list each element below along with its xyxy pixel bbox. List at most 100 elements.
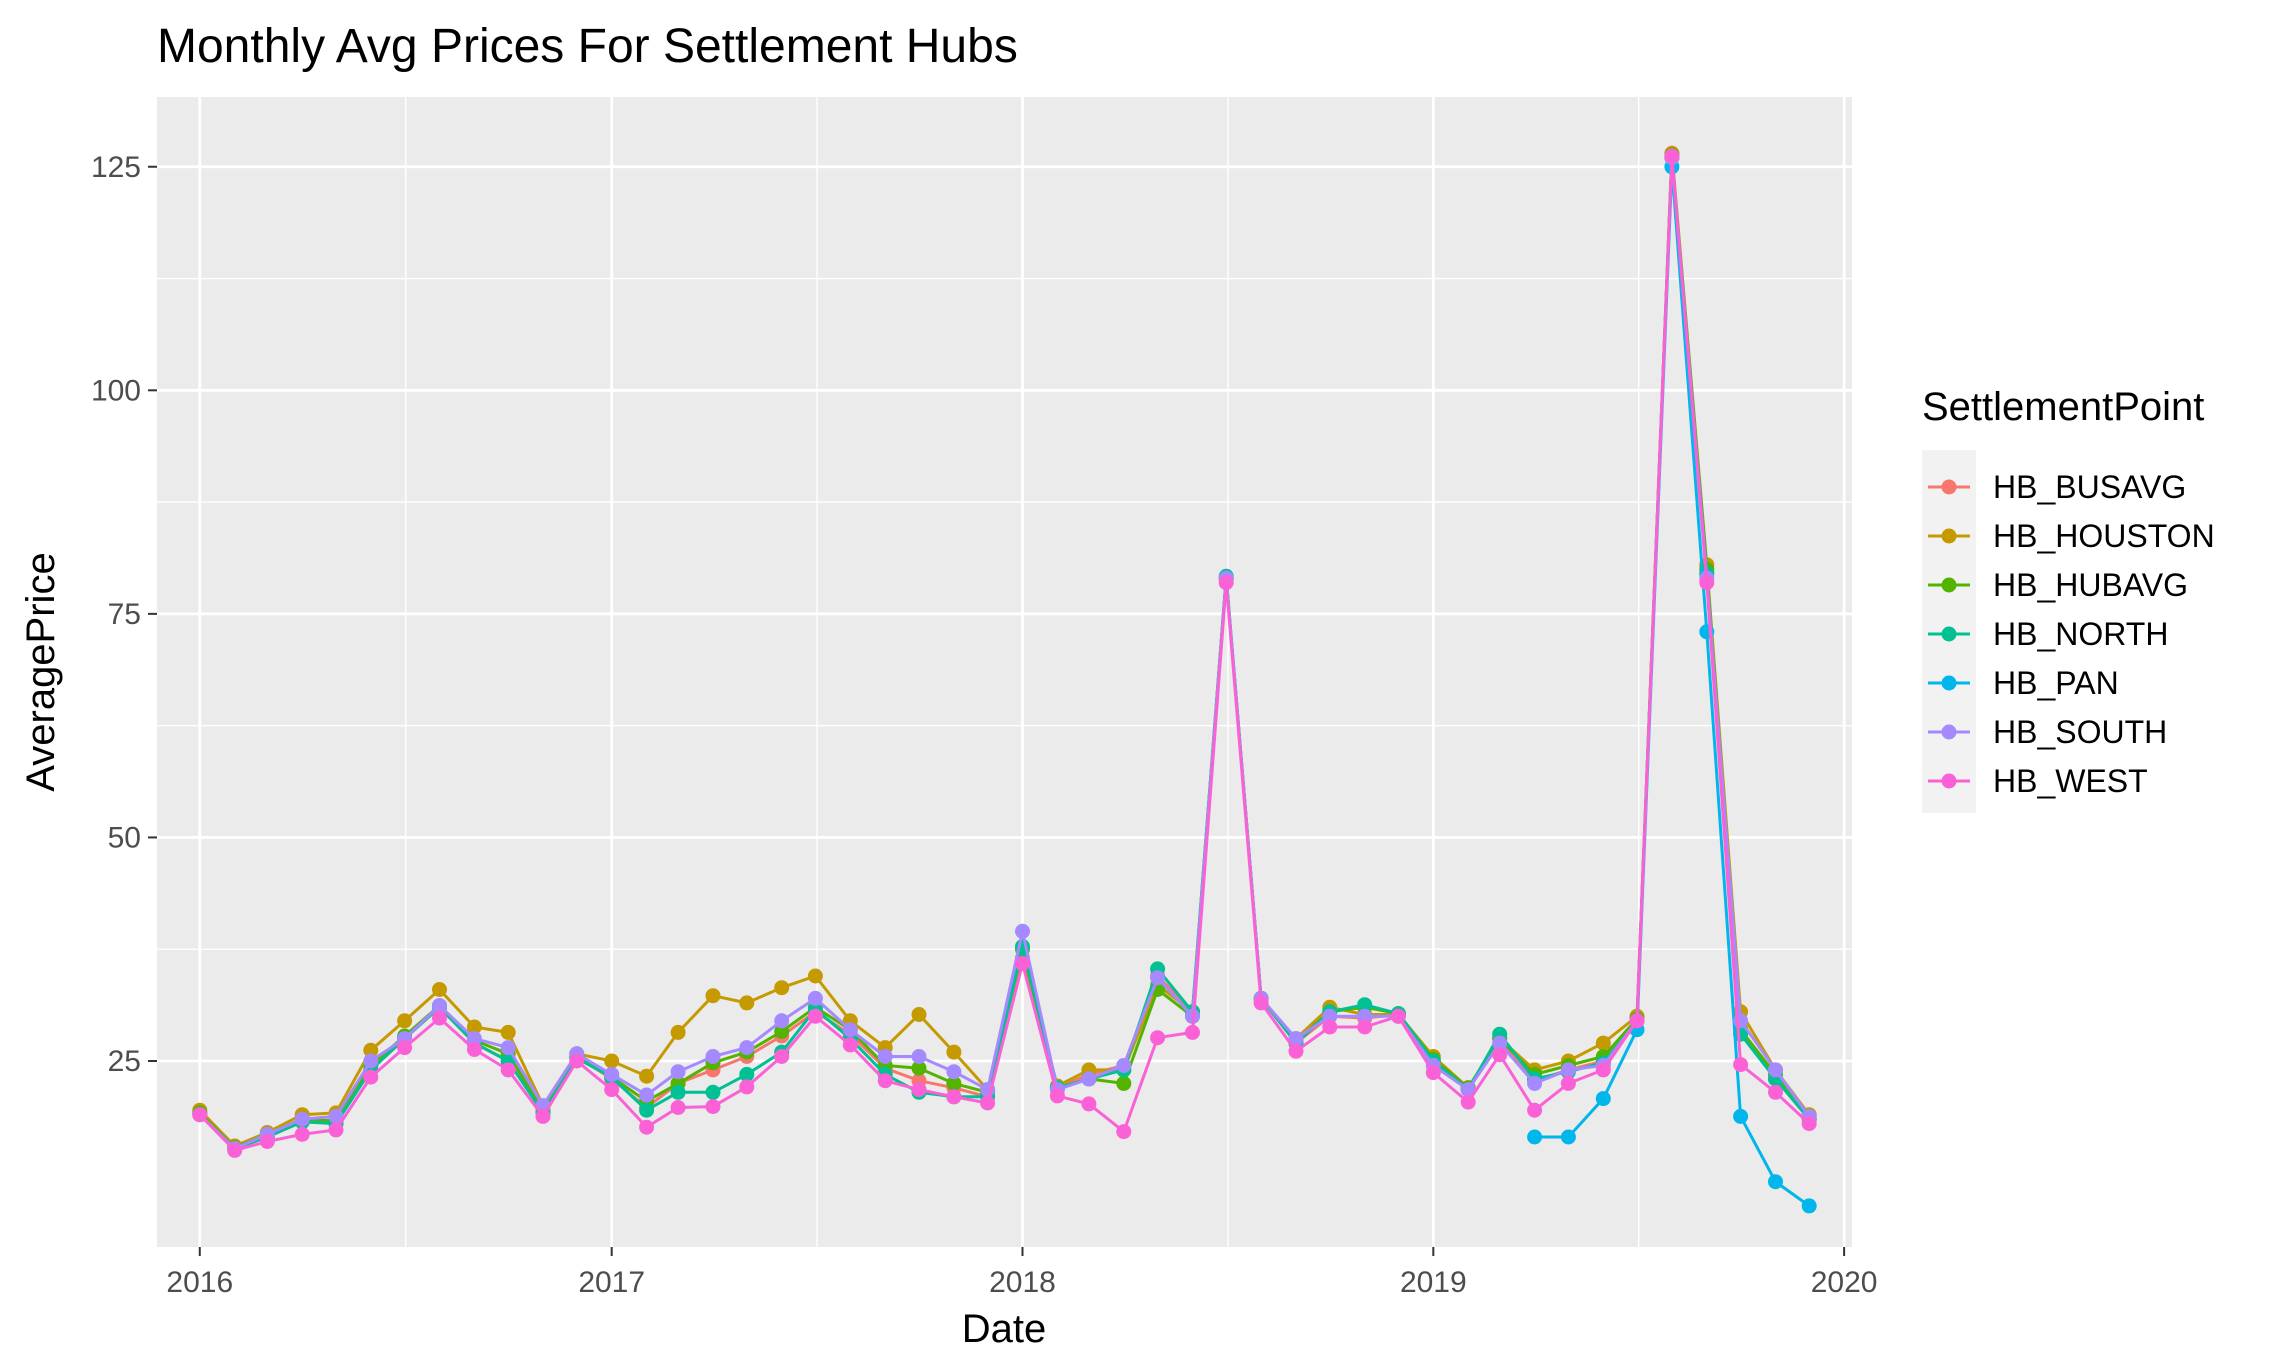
data-point-hb-houston [466, 1019, 482, 1035]
data-point-hb-south [1116, 1058, 1132, 1073]
y-tick-label: 75 [108, 598, 141, 631]
axes: 2016 2017 2018 2019 2020 25 50 75 100 125 [91, 151, 1878, 1299]
data-point-hb-houston [911, 1007, 927, 1022]
data-point-hb-south [328, 1108, 344, 1124]
data-point-hb-south [1322, 1008, 1338, 1024]
data-point-hb-west [1492, 1047, 1508, 1063]
data-point-hb-north [705, 1084, 721, 1100]
data-point-hb-south [1492, 1035, 1508, 1051]
data-point-hb-pan [1560, 1129, 1576, 1145]
data-point-hb-west [1081, 1096, 1097, 1112]
data-point-hb-south [639, 1087, 655, 1103]
data-point-hb-south [705, 1049, 721, 1064]
data-point-hb-west [807, 1008, 823, 1024]
data-point-hb-west [466, 1041, 482, 1057]
data-point-hb-houston [1595, 1035, 1611, 1051]
data-point-hb-south [1150, 970, 1166, 986]
data-point-hb-houston [432, 982, 447, 997]
data-point-hb-hubavg [911, 1060, 927, 1076]
data-point-hb-south [500, 1040, 516, 1056]
data-point-hb-west [294, 1126, 310, 1142]
data-point-hb-houston [705, 988, 721, 1004]
data-point-hb-houston [946, 1044, 962, 1060]
data-point-hb-south [294, 1111, 310, 1127]
data-point-hb-west [328, 1122, 344, 1138]
data-point-hb-south [946, 1064, 962, 1080]
x-tick-label: 2017 [578, 1266, 645, 1299]
data-point-hb-pan [1801, 1198, 1817, 1214]
legend-title: SettlementPoint [1922, 385, 2204, 429]
data-point-hb-north [639, 1102, 655, 1118]
data-point-hb-houston [739, 995, 755, 1011]
data-point-hb-pan [1595, 1091, 1611, 1107]
data-point-hb-west [1288, 1043, 1304, 1059]
data-point-hb-south [739, 1040, 755, 1056]
data-point-hb-hubavg [1116, 1075, 1132, 1091]
data-point-hb-west [877, 1073, 893, 1089]
legend-label-hb-north: HB_NORTH [1993, 616, 2168, 652]
data-point-hb-houston [604, 1053, 620, 1069]
data-point-hb-hubavg [774, 1024, 790, 1039]
data-point-hb-houston [500, 1024, 516, 1040]
data-point-hb-west [1015, 956, 1030, 971]
data-point-hb-west [1460, 1094, 1476, 1110]
series-group [192, 145, 1817, 1214]
data-point-hb-west [1699, 575, 1715, 591]
y-tick-label: 100 [91, 374, 141, 407]
data-point-hb-west [739, 1079, 755, 1095]
data-point-hb-houston [397, 1013, 413, 1029]
data-point-hb-west [842, 1037, 858, 1053]
data-point-hb-south [363, 1053, 379, 1069]
data-point-hb-west [774, 1049, 790, 1064]
data-point-hb-west [705, 1099, 721, 1115]
legend-key-point-hb-pan [1941, 675, 1957, 691]
legend-label-hb-south: HB_SOUTH [1993, 714, 2167, 750]
data-point-hb-west [980, 1095, 996, 1111]
y-axis-title: AveragePrice [19, 552, 63, 791]
data-point-hb-west [1629, 1013, 1645, 1029]
data-point-hb-west [1768, 1084, 1783, 1100]
x-tick-label: 2018 [989, 1266, 1056, 1299]
data-point-hb-west [1664, 148, 1680, 164]
data-point-hb-south [911, 1049, 927, 1064]
data-point-hb-west [363, 1069, 379, 1085]
legend-key-point-hb-hubavg [1941, 577, 1957, 593]
legend-label-hb-pan: HB_PAN [1993, 665, 2119, 701]
data-point-hb-west [1425, 1065, 1441, 1081]
legend-key-point-hb-busavg [1941, 479, 1957, 495]
data-point-hb-south [466, 1031, 482, 1047]
data-point-hb-west [1595, 1062, 1611, 1078]
data-point-hb-west [1322, 1019, 1338, 1035]
data-point-hb-west [432, 1010, 447, 1026]
data-point-hb-west [259, 1134, 275, 1149]
data-point-hb-houston [774, 980, 790, 996]
data-point-hb-south [432, 998, 447, 1014]
data-point-hb-west [639, 1119, 655, 1135]
data-point-hb-west [1185, 1024, 1200, 1040]
data-point-hb-south [1768, 1062, 1783, 1078]
data-point-hb-north [1357, 997, 1373, 1013]
data-point-hb-pan [1768, 1174, 1783, 1190]
data-point-hb-houston [807, 968, 823, 984]
legend-key-point-hb-west [1941, 773, 1957, 789]
data-point-hb-west [227, 1142, 243, 1158]
data-point-hb-pan [1733, 1108, 1749, 1124]
x-tick-label: 2019 [1400, 1266, 1467, 1299]
y-tick-label: 125 [91, 151, 141, 184]
data-point-hb-west [397, 1040, 413, 1056]
data-point-hb-north [670, 1084, 686, 1100]
data-point-hb-west [1390, 1008, 1406, 1024]
y-tick-label: 25 [108, 1045, 141, 1078]
data-point-hb-west [604, 1082, 620, 1098]
data-point-hb-south [1357, 1008, 1373, 1024]
data-point-hb-west [1527, 1102, 1543, 1118]
data-point-hb-north [739, 1066, 755, 1082]
data-point-hb-west [500, 1062, 516, 1078]
data-point-hb-west [192, 1107, 208, 1123]
x-tick-label: 2020 [1811, 1266, 1878, 1299]
legend-label-hb-busavg: HB_BUSAVG [1993, 469, 2186, 505]
data-point-hb-south [774, 1013, 790, 1029]
data-point-hb-south [877, 1049, 893, 1064]
data-point-hb-west [535, 1108, 551, 1124]
data-point-hb-houston [670, 1024, 686, 1040]
